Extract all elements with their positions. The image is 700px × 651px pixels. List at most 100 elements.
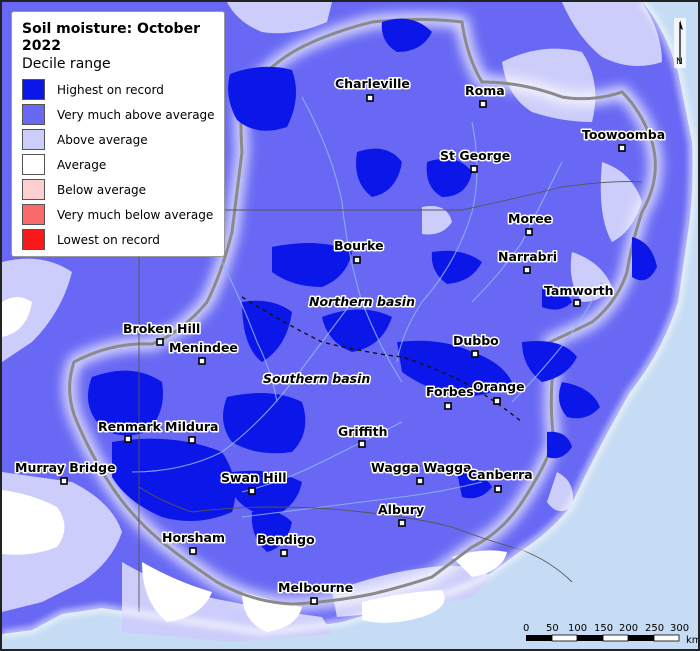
town-marker: Forbes [425,383,475,410]
town-marker: Bourke [333,237,385,264]
scale-bar-segment [628,635,654,641]
legend-swatch [22,179,45,200]
scale-bar-tick-label: 300 [670,623,689,634]
town-marker: Horsham [161,529,227,555]
town-dot [248,487,256,495]
highest-on-record-areas [88,18,657,552]
coastline-haze [2,2,697,638]
town-marker: Swan Hill [220,469,288,495]
legend-item: Average [22,152,214,177]
legend-swatch [22,79,45,100]
town-label: Griffith [338,424,388,439]
town-label: Narrabri [498,249,557,264]
town-label: Forbes [426,384,474,399]
town-label: Albury [378,502,424,517]
legend-item: Very much below average [22,202,214,227]
town-dot [494,485,502,493]
town-dot [198,357,206,365]
scale-bar-ticks: 0 50 100 150 200 250 300 [523,623,689,634]
town-marker: Wagga Wagga [370,459,473,485]
towns-layer: Charleville Roma Toowoomba St George Moree Na… [14,75,667,605]
town-marker: Menindee [168,339,239,365]
scale-bar-segment [526,635,552,641]
town-dot [310,597,318,605]
town-label: Canberra [468,467,533,482]
town-dot [124,435,132,443]
scale-bar-segment [602,634,629,642]
town-label: St George [440,148,510,163]
legend-item-label: Below average [57,182,147,197]
southern-basin-label: Southern basin [263,371,370,386]
town-dot [416,477,424,485]
town-label: Murray Bridge [15,460,116,475]
scale-bar-segment [551,634,578,642]
northern-southern-basin-divide [241,296,523,423]
town-label: Moree [508,211,552,226]
legend-swatch [22,229,45,250]
legend-swatch [22,104,45,125]
town-dot [366,94,374,102]
legend-swatch [22,204,45,225]
town-marker: Toowoomba [581,126,667,152]
town-label: Orange [473,379,525,394]
northern-basin-label: Northern basin [309,294,415,309]
scale-bar-tick-label: 0 [523,623,529,634]
town-dot [444,402,452,410]
legend-item: Below average [22,177,214,202]
town-marker: Canberra [467,466,534,493]
town-dot [353,256,361,264]
scale-bar-segment [577,635,603,641]
town-label: Tamworth [544,283,614,298]
legend-item-label: Very much above average [57,107,215,122]
legend-item-label: Highest on record [57,82,164,97]
town-marker: Tamworth [543,282,615,307]
town-dot [573,299,581,307]
scale-bar-tick-label: 150 [594,623,613,634]
legend: Soil moisture: October 2022 Decile range… [11,11,225,257]
town-dot [470,165,478,173]
town-marker: St George [439,147,512,173]
legend-subtitle: Decile range [22,56,111,72]
town-label: Broken Hill [123,321,200,336]
town-dot [280,549,288,557]
town-dot [525,228,533,236]
town-marker: Broken Hill [122,320,202,346]
town-marker: Renmark [97,418,163,443]
legend-item: Highest on record [22,77,214,102]
scale-bar-tick-label: 50 [546,623,559,634]
legend-item-label: Lowest on record [57,232,160,247]
town-label: Swan Hill [221,470,287,485]
town-dot [523,266,531,274]
town-label: Renmark [98,419,162,434]
town-marker: Dubbo [452,332,501,358]
town-label: Horsham [162,530,225,545]
town-dot [156,338,164,346]
town-dot [189,547,197,555]
town-marker: Narrabri [497,248,559,274]
legend-item-label: Very much below average [57,207,214,222]
town-marker: Roma [464,82,506,108]
town-label: Wagga Wagga [371,460,472,475]
town-label: Bourke [334,238,384,253]
town-label: Toowoomba [582,127,665,142]
scale-bar-segment [653,634,680,642]
scale-bar-unit: km [686,635,700,646]
town-dot [479,100,487,108]
legend-title: Soil moisture: October 2022 [22,21,200,54]
town-marker: Charleville [334,75,411,102]
town-label: Roma [465,83,505,98]
town-marker: Orange [472,378,526,405]
town-label: Bendigo [257,532,315,547]
north-arrow: N [674,18,686,68]
town-marker: Moree [507,210,554,236]
scale-bar-tick-label: 200 [619,623,638,634]
town-dot [60,477,68,485]
legend-items: Highest on record Very much above averag… [22,77,215,252]
town-marker: Mildura [164,418,220,444]
town-dot [358,440,366,448]
town-label: Charleville [335,76,410,91]
town-marker: Griffith [337,423,389,448]
legend-swatch [22,129,45,150]
